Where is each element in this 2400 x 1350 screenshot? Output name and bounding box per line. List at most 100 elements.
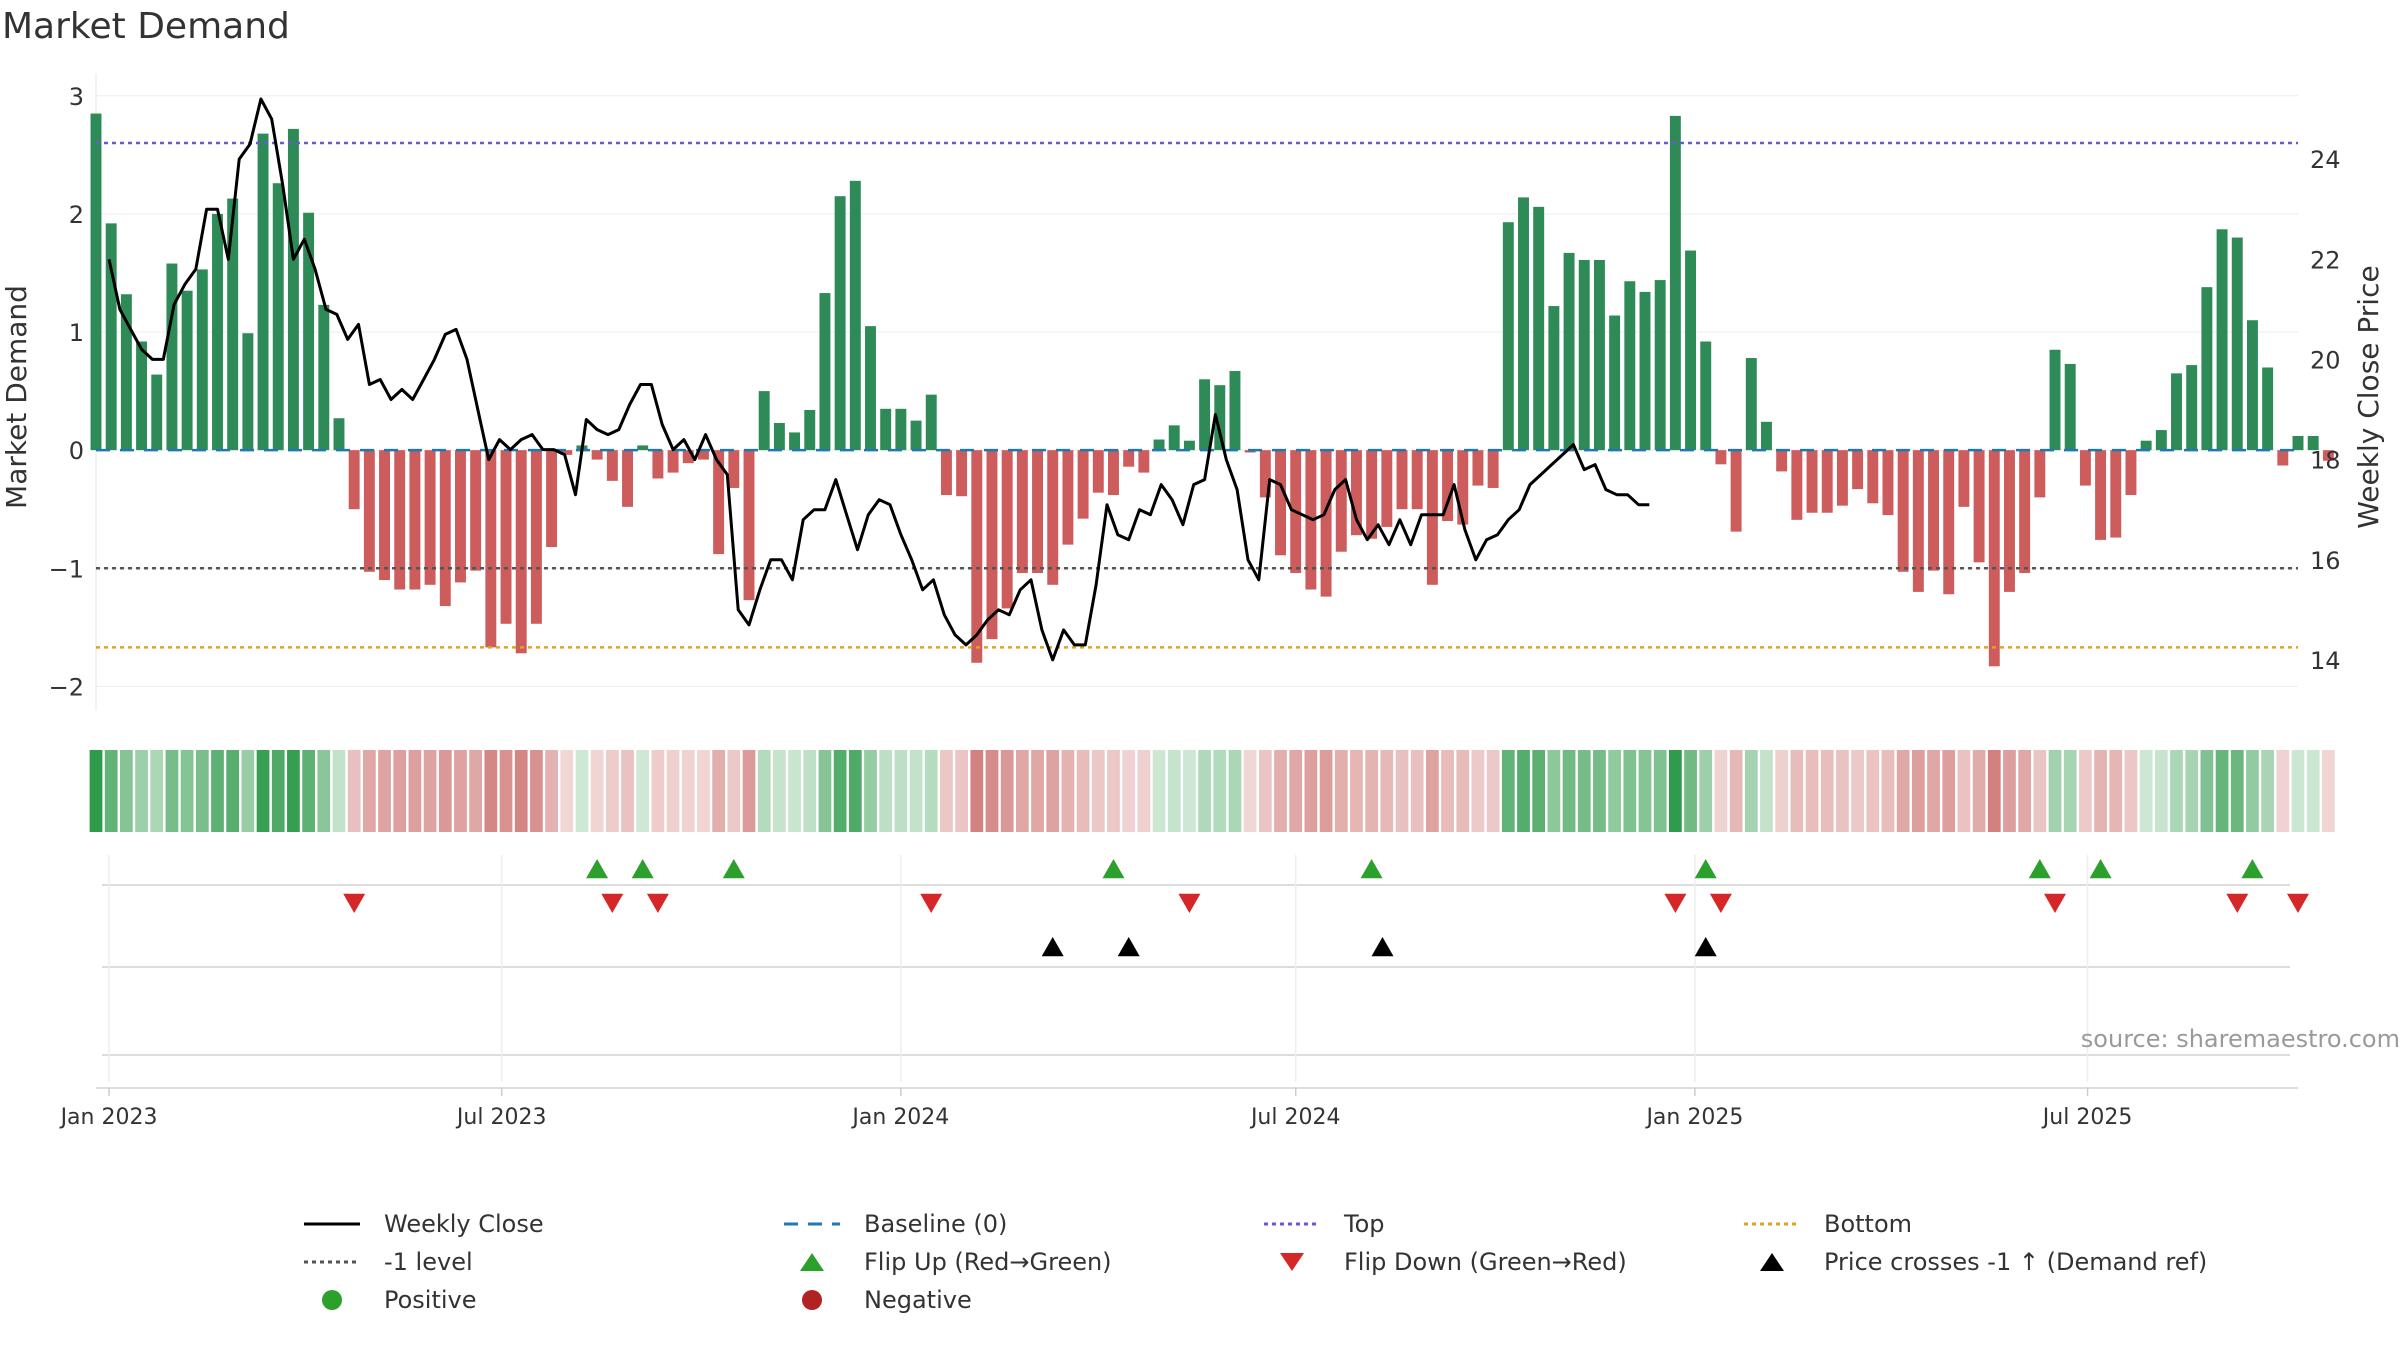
demand-bar	[1411, 450, 1423, 510]
demand-bar	[257, 133, 269, 451]
demand-bar	[1988, 450, 2000, 667]
demand-bar	[1199, 379, 1211, 451]
demand-bar	[956, 450, 968, 497]
legend-minus-one: -1 level	[300, 1248, 473, 1276]
demand-bar	[2322, 450, 2334, 461]
x-tick-label: Jul 2024	[1249, 1105, 1341, 1130]
demand-bar	[1214, 385, 1226, 451]
demand-bar	[910, 420, 922, 451]
circle-icon	[300, 1286, 364, 1314]
demand-bar	[1502, 222, 1514, 451]
heat-strip-cell	[1593, 750, 1606, 832]
demand-bar	[1700, 341, 1712, 451]
dotted-line-icon	[1260, 1210, 1324, 1238]
demand-bar	[1593, 259, 1605, 451]
heat-strip-cell	[955, 750, 968, 832]
dash-line-icon	[780, 1210, 844, 1238]
heat-strip-cell	[1790, 750, 1804, 832]
heat-strip-cell	[1410, 750, 1424, 832]
demand-bar	[895, 408, 907, 451]
heat-strip-cell	[1167, 750, 1181, 832]
demand-bar	[667, 450, 679, 473]
legend-bottom: Bottom	[1740, 1210, 1912, 1238]
demand-bar	[212, 213, 223, 451]
y-tick-label: 0	[69, 437, 84, 465]
demand-bar	[1852, 450, 1864, 490]
demand-bar	[1168, 425, 1180, 451]
heat-strip-cell	[2170, 750, 2183, 832]
heat-strip-cell	[1805, 750, 1819, 832]
heat-strip-cell	[970, 750, 984, 832]
y-tick-label: 3	[69, 83, 84, 111]
demand-bar	[500, 450, 512, 624]
legend-label: Positive	[384, 1286, 477, 1314]
heat-strip-cell	[1137, 750, 1151, 832]
heat-strip-cell	[1000, 750, 1014, 832]
demand-bar	[2246, 320, 2258, 451]
flip-down-marker	[343, 893, 366, 913]
demand-bar	[470, 450, 482, 571]
heat-strip-cell	[408, 750, 422, 832]
heat-strip-cell	[1258, 750, 1272, 832]
heat-strip-cell	[575, 750, 589, 832]
heat-strip-cell	[317, 750, 331, 832]
demand-bar	[1092, 450, 1104, 493]
demand-bar	[1533, 206, 1545, 451]
demand-bar	[318, 304, 330, 451]
demand-bar	[1062, 450, 1074, 545]
heat-strip-cell	[621, 750, 634, 832]
demand-bar	[181, 290, 193, 451]
heat-strip-cell	[545, 750, 558, 832]
demand-bar	[591, 450, 603, 460]
demand-bar	[1609, 315, 1621, 451]
demand-bar	[789, 432, 801, 451]
legend-label: Negative	[864, 1286, 972, 1314]
heat-strip-cell	[636, 750, 650, 832]
legend-price-cross: Price crosses -1 ↑ (Demand ref)	[1740, 1248, 2207, 1276]
y-tick-label: −2	[49, 673, 84, 701]
demand-bar	[2064, 363, 2076, 451]
price-cross-marker	[1694, 937, 1717, 957]
heat-strip-cell	[1927, 750, 1940, 832]
demand-bar	[1229, 371, 1241, 451]
heat-strip-cell	[89, 750, 103, 832]
demand-bar	[1791, 450, 1803, 520]
heat-strip-cell	[423, 750, 437, 832]
heat-strip-cell	[666, 750, 680, 832]
demand-bar	[2307, 435, 2319, 451]
heat-strip-cell	[1031, 750, 1044, 832]
demand-bar	[1457, 450, 1469, 525]
heat-strip-cell	[1319, 750, 1333, 832]
heat-strip-cell	[560, 750, 574, 832]
demand-bar	[1442, 450, 1454, 522]
heat-strip-cell	[1015, 750, 1029, 832]
legend-label: Weekly Close	[384, 1210, 544, 1238]
heat-strip-cell	[1699, 750, 1713, 832]
heat-strip-cell	[1836, 750, 1849, 832]
heat-strip-cell	[1744, 750, 1758, 832]
demand-bar	[1381, 450, 1393, 527]
demand-bar	[2049, 349, 2061, 451]
flip-up-marker	[722, 859, 745, 879]
demand-bar	[515, 450, 527, 654]
heat-strip-cell	[2079, 750, 2092, 832]
flip-up-marker	[2028, 859, 2051, 879]
heat-strip-cell	[1486, 750, 1500, 832]
flip-down-marker	[2287, 893, 2309, 913]
flip-up-marker	[1694, 859, 1717, 879]
demand-bar	[1669, 115, 1681, 451]
heat-strip-cell	[256, 750, 270, 832]
demand-bar	[348, 450, 360, 510]
demand-bar	[606, 450, 618, 481]
triangle-up-icon	[780, 1248, 844, 1276]
heat-strip-cell	[241, 750, 255, 832]
heat-strip-cell	[1501, 750, 1515, 832]
heat-strip-cell	[1851, 750, 1864, 832]
heat-strip-cell	[985, 750, 999, 832]
demand-bar	[546, 450, 558, 548]
flip-down-marker	[646, 893, 669, 913]
demand-bar	[773, 422, 785, 451]
heat-strip-cell	[2230, 750, 2244, 832]
heat-strip-cell	[2291, 750, 2305, 832]
heat-strip-cell	[530, 750, 543, 832]
